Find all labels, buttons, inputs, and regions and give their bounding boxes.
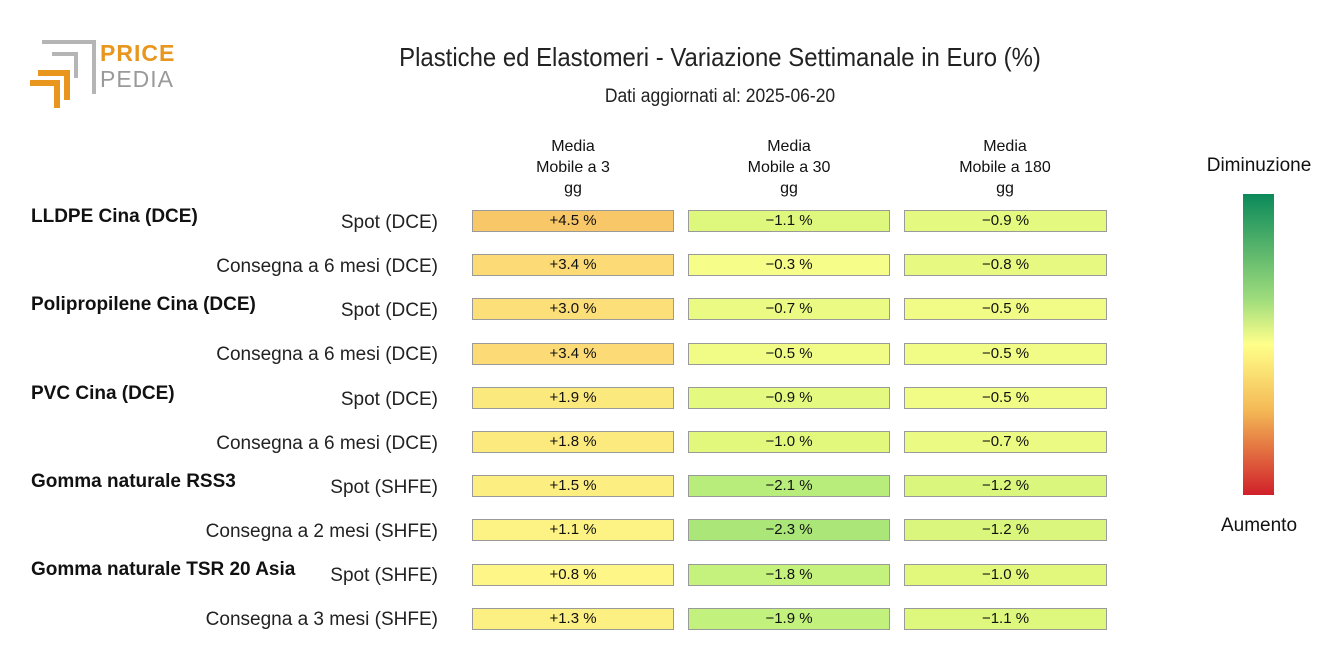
heatmap-cell: −0.7 % xyxy=(904,431,1107,453)
heatmap-cell: +3.4 % xyxy=(472,343,674,365)
heatmap-cell: −0.5 % xyxy=(904,387,1107,409)
row-label: Consegna a 2 mesi (SHFE) xyxy=(205,521,438,542)
column-header-line: Media xyxy=(767,138,811,155)
heatmap-cell: +1.5 % xyxy=(472,475,674,497)
column-header-line: Media xyxy=(983,138,1027,155)
row-label: Spot (DCE) xyxy=(340,212,438,233)
logo-mark xyxy=(30,40,96,108)
heatmap-cell: −2.1 % xyxy=(688,475,890,497)
group-label-pvc: PVC Cina (DCE) xyxy=(31,383,175,404)
column-header-line: Mobile a 3 xyxy=(536,159,610,176)
heatmap-cell: +1.3 % xyxy=(472,608,674,630)
heatmap-cell: −2.3 % xyxy=(688,519,890,541)
heatmap-cell: −1.0 % xyxy=(904,564,1107,586)
heatmap-cell: −0.3 % xyxy=(688,254,890,276)
heatmap-cell: −1.0 % xyxy=(688,431,890,453)
chart-title: Plastiche ed Elastomeri - Variazione Set… xyxy=(399,42,1041,72)
heatmap-cell: +1.8 % xyxy=(472,431,674,453)
column-header-line: gg xyxy=(996,180,1014,197)
heatmap-cell: −1.8 % xyxy=(688,564,890,586)
heatmap-cell: −1.2 % xyxy=(904,475,1107,497)
heatmap-cell: −1.9 % xyxy=(688,608,890,630)
row-label: Spot (DCE) xyxy=(340,389,438,410)
heatmap-cell: −0.8 % xyxy=(904,254,1107,276)
column-header-ma3: Media Mobile a 3 gg xyxy=(472,136,674,199)
heatmap-cell: −0.9 % xyxy=(904,210,1107,232)
heatmap-cell: −1.2 % xyxy=(904,519,1107,541)
heatmap-cell: +3.4 % xyxy=(472,254,674,276)
logo-price-text: PRICE xyxy=(100,40,176,66)
heatmap-cell: −0.9 % xyxy=(688,387,890,409)
heatmap-cell: −1.1 % xyxy=(688,210,890,232)
column-header-line: gg xyxy=(564,180,582,197)
group-label-gomma-rss3: Gomma naturale RSS3 xyxy=(31,471,236,492)
row-label: Consegna a 3 mesi (SHFE) xyxy=(205,609,438,630)
column-header-line: Media xyxy=(551,138,595,155)
column-header-line: Mobile a 30 xyxy=(747,159,831,176)
color-scale-bottom-label: Aumento xyxy=(1220,515,1298,536)
heatmap-cell: +4.5 % xyxy=(472,210,674,232)
column-header-line: gg xyxy=(780,180,798,197)
heatmap-cell: −0.7 % xyxy=(688,298,890,320)
color-scale-top-label: Diminuzione xyxy=(1206,155,1312,176)
column-header-ma180: Media Mobile a 180 gg xyxy=(904,136,1106,199)
heatmap-cell: −0.5 % xyxy=(904,343,1107,365)
group-label-polipropilene: Polipropilene Cina (DCE) xyxy=(31,294,256,315)
pricepedia-logo: PRICE PEDIA xyxy=(30,38,190,110)
row-label: Spot (SHFE) xyxy=(330,565,438,586)
column-header-line: Mobile a 180 xyxy=(959,159,1051,176)
color-scale-bar xyxy=(1243,194,1274,495)
group-label-lldpe: LLDPE Cina (DCE) xyxy=(31,206,198,227)
row-label: Spot (DCE) xyxy=(340,300,438,321)
row-label: Spot (SHFE) xyxy=(330,477,438,498)
chart-subtitle: Dati aggiornati al: 2025-06-20 xyxy=(604,86,836,107)
heatmap-cell: +1.9 % xyxy=(472,387,674,409)
heatmap-cell: +0.8 % xyxy=(472,564,674,586)
heatmap-cell: −0.5 % xyxy=(688,343,890,365)
row-label: Consegna a 6 mesi (DCE) xyxy=(216,433,438,454)
logo-pedia-text: PEDIA xyxy=(100,66,175,92)
row-label: Consegna a 6 mesi (DCE) xyxy=(216,344,438,365)
heatmap-cell: −1.1 % xyxy=(904,608,1107,630)
heatmap-cell: −0.5 % xyxy=(904,298,1107,320)
heatmap-cell: +1.1 % xyxy=(472,519,674,541)
group-label-gomma-tsr20: Gomma naturale TSR 20 Asia xyxy=(31,559,296,580)
heatmap-cell: +3.0 % xyxy=(472,298,674,320)
column-header-ma30: Media Mobile a 30 gg xyxy=(688,136,890,199)
row-label: Consegna a 6 mesi (DCE) xyxy=(216,256,438,277)
